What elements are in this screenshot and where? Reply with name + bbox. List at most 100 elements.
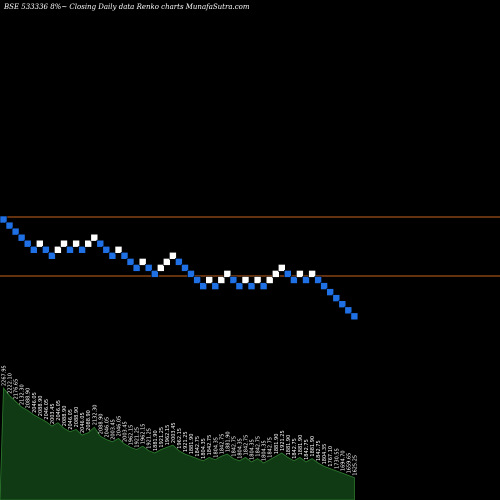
price-label: 2088.90 [26, 388, 32, 409]
price-label: 1881.90 [189, 434, 195, 455]
down-brick [5, 221, 14, 230]
price-label: 2267.95 [2, 365, 8, 386]
price-label: 1842.75 [256, 436, 262, 457]
down-brick [151, 270, 159, 278]
down-brick [78, 246, 86, 254]
down-brick [187, 270, 195, 278]
down-brick [338, 300, 347, 309]
down-brick [199, 282, 207, 290]
price-label: 1881.90 [274, 434, 280, 455]
down-brick [11, 227, 20, 236]
price-label: 1842.75 [268, 437, 274, 458]
price-label: 1842.75 [244, 435, 250, 456]
down-brick [108, 252, 117, 260]
up-brick [265, 276, 274, 284]
price-label: 2046.05 [117, 416, 123, 437]
renko-bricks [0, 215, 359, 321]
price-label: 1962.15 [129, 425, 135, 446]
down-brick [120, 252, 129, 260]
price-label: 2088.90 [62, 406, 68, 427]
price-label: 1804.35 [237, 438, 243, 459]
down-brick [29, 246, 38, 254]
down-brick [23, 239, 32, 248]
down-brick [193, 276, 201, 284]
up-brick [223, 270, 232, 278]
down-brick [259, 282, 268, 290]
price-label: 2088.90 [38, 396, 44, 417]
up-brick [35, 239, 44, 248]
price-label: 1842.75 [207, 435, 213, 456]
price-label: 2088.90 [86, 410, 92, 431]
down-brick [211, 282, 220, 290]
price-labels: 2267.95 2222.10 2176.65 2132.30 2088.90 2046.… [2, 365, 359, 475]
up-brick [169, 252, 177, 260]
up-brick [84, 239, 92, 248]
up-brick [163, 258, 171, 266]
up-brick [90, 233, 99, 242]
up-brick [296, 270, 304, 278]
down-brick [344, 306, 353, 315]
up-brick [157, 264, 165, 272]
price-label: 1842.75 [231, 436, 237, 457]
price-label: 1962.15 [177, 428, 183, 449]
down-brick [0, 215, 8, 224]
down-brick [126, 258, 135, 266]
up-brick [54, 246, 62, 254]
down-brick [320, 282, 328, 290]
down-brick [332, 294, 341, 302]
down-brick [132, 264, 141, 272]
down-brick [48, 252, 56, 260]
down-brick [229, 276, 238, 284]
price-label: 1881.90 [310, 436, 316, 457]
price-label: 1921.25 [159, 427, 165, 448]
price-label: 1921.25 [280, 430, 286, 451]
price-label: 2046.05 [104, 417, 110, 438]
price-label: 1842.75 [316, 440, 322, 461]
price-label: 1881.90 [225, 431, 231, 452]
volume-area [0, 386, 355, 500]
up-brick [253, 276, 262, 284]
price-label: 1730.55 [334, 448, 340, 469]
price-label: 2046.05 [44, 399, 50, 420]
down-brick [290, 276, 298, 284]
down-brick [66, 246, 74, 254]
price-label: 1625.25 [352, 455, 358, 476]
price-label: 1842.75 [195, 436, 201, 457]
price-label: 2003.45 [110, 419, 116, 440]
down-brick [302, 276, 310, 284]
price-label: 1767.10 [328, 446, 334, 467]
price-label: 1921.25 [183, 431, 189, 452]
up-brick [138, 258, 147, 266]
price-label: 1694.70 [340, 450, 346, 471]
up-brick [217, 276, 226, 284]
price-label: 2046.05 [32, 392, 38, 413]
price-label: 1962.15 [165, 425, 171, 446]
down-brick [175, 258, 183, 266]
reference-lines [0, 216, 500, 277]
price-label: 2222.10 [8, 373, 14, 394]
price-label: 2088.90 [98, 414, 104, 435]
price-label: 2046.05 [68, 409, 74, 430]
down-brick [102, 246, 111, 254]
down-brick [96, 239, 105, 248]
down-brick [350, 312, 359, 321]
price-label: 2003.45 [123, 421, 129, 442]
up-brick [241, 276, 250, 284]
chart-title: BSE 533336 8%~ Closing Daily data Renko … [3, 3, 250, 11]
price-label: 1881.90 [298, 435, 304, 456]
price-label: 1842.75 [292, 438, 298, 459]
down-brick [17, 233, 26, 242]
price-label: 1842.75 [304, 439, 310, 460]
up-brick [308, 270, 316, 278]
down-brick [144, 264, 153, 272]
price-label: 2046.05 [56, 400, 62, 421]
price-label: 2046.05 [80, 412, 86, 433]
up-brick [72, 239, 80, 248]
price-label: 2003.45 [171, 422, 177, 443]
price-label: 2176.65 [14, 379, 20, 400]
price-label: 1921.25 [135, 427, 141, 448]
price-label: 1842.75 [219, 434, 225, 455]
up-brick [277, 264, 286, 272]
down-brick [42, 246, 50, 254]
